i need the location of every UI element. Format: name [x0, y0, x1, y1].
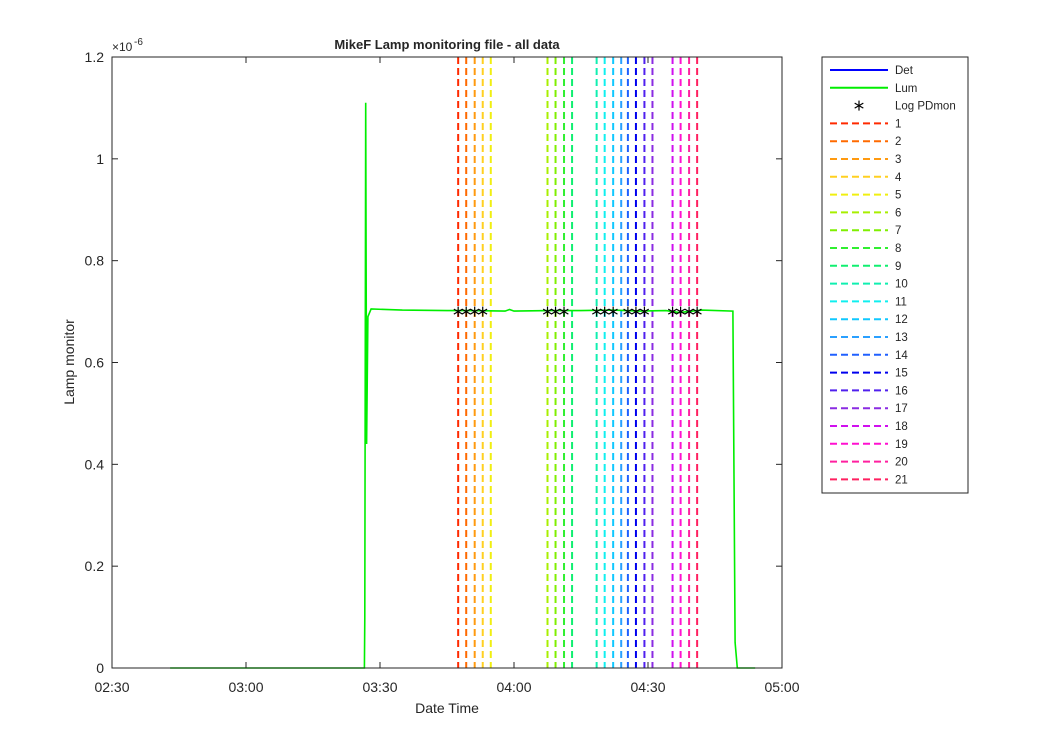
- y-tick-label: 1: [96, 151, 104, 167]
- legend-label: 15: [895, 368, 908, 380]
- legend-entry-7: 7: [830, 225, 901, 237]
- legend-entry-11: 11: [830, 296, 907, 308]
- y-axis-exponent: ×10 -6: [112, 37, 143, 54]
- legend-label: 5: [895, 190, 901, 202]
- y-tick-label: 0.4: [85, 456, 105, 472]
- legend-entry-2: 2: [830, 136, 901, 148]
- legend-entry-14: 14: [830, 350, 908, 362]
- legend-entry-log-pdmon: Log PDmon: [854, 100, 956, 113]
- legend-label: 17: [895, 403, 908, 415]
- legend-label: 20: [895, 457, 908, 469]
- pdmon-point: [623, 306, 633, 317]
- pdmon-point: [461, 306, 471, 317]
- log-pdmon-points: [453, 306, 702, 317]
- y-tick-label: 0.6: [85, 355, 105, 371]
- y-axis-ticks: 0 0.2 0.4 0.6 0.8 1 1.2: [85, 49, 782, 676]
- pdmon-point: [470, 306, 480, 317]
- legend-label: 21: [895, 474, 908, 486]
- legend-label: 19: [895, 439, 908, 451]
- y-tick-label: 0.8: [85, 253, 105, 269]
- legend-entry-19: 19: [830, 439, 908, 451]
- legend-label: 2: [895, 136, 901, 148]
- legend-entry-18: 18: [830, 421, 908, 433]
- legend-entry-20: 20: [830, 457, 908, 469]
- legend-entry-3: 3: [830, 154, 901, 166]
- legend-label: 9: [895, 261, 901, 273]
- pdmon-point: [684, 306, 694, 317]
- y-tick-label: 0: [96, 660, 104, 676]
- legend-label: 13: [895, 332, 908, 344]
- legend-label: 1: [895, 118, 901, 130]
- pdmon-point: [608, 306, 618, 317]
- x-tick-label: 05:00: [764, 679, 799, 695]
- pdmon-point: [550, 306, 561, 317]
- legend-label: 4: [895, 172, 902, 184]
- pdmon-point: [542, 306, 553, 317]
- legend-entry-9: 9: [830, 261, 901, 273]
- x-axis-ticks: 02:30 03:00 03:30 04:00 04:30 05:00: [94, 57, 800, 695]
- legend-entry-6: 6: [830, 207, 901, 219]
- pdmon-point: [559, 306, 569, 317]
- pdmon-point: [600, 306, 610, 317]
- x-tick-label: 03:30: [362, 679, 397, 695]
- legend-label: 12: [895, 314, 908, 326]
- legend-label: 7: [895, 225, 901, 237]
- pdmon-point: [631, 306, 641, 317]
- y-tick-label: 0.2: [85, 558, 105, 574]
- y-exponent-power: -6: [134, 37, 143, 48]
- legend-label: Log PDmon: [895, 101, 956, 113]
- legend-entry-16: 16: [830, 385, 908, 397]
- y-tick-label: 1.2: [85, 49, 105, 65]
- pdmon-point: [453, 306, 463, 317]
- y-axis-label: Lamp monitor: [61, 319, 77, 405]
- legend-entry-21: 21: [830, 474, 908, 486]
- pdmon-point: [592, 306, 602, 317]
- legend-entry-5: 5: [830, 190, 901, 202]
- series-layer: [170, 102, 756, 669]
- series-line-lum: [170, 102, 756, 669]
- legend-entry-8: 8: [830, 243, 901, 255]
- legend-entry-17: 17: [830, 403, 908, 415]
- legend-label: 3: [895, 154, 901, 166]
- legend-entry-15: 15: [830, 368, 908, 380]
- legend-entry-det: Det: [830, 65, 914, 77]
- legend-entry-13: 13: [830, 332, 908, 344]
- x-tick-label: 03:00: [228, 679, 263, 695]
- x-tick-label: 02:30: [94, 679, 129, 695]
- legend-label: 16: [895, 385, 908, 397]
- plot-area: 02:30 03:00 03:30 04:00 04:30 05:00 0 0.2 0.4 0.…: [85, 49, 800, 695]
- pdmon-point: [478, 306, 488, 317]
- legend-entry-10: 10: [830, 279, 908, 291]
- pdmon-point: [675, 306, 686, 317]
- legend-entry-lum: Lum: [830, 83, 917, 95]
- vertical-marker-lines: [457, 57, 699, 668]
- legend-entry-1: 1: [830, 118, 901, 130]
- legend-label: Det: [895, 65, 914, 77]
- legend-label: 10: [895, 279, 908, 291]
- legend-entry-4: 4: [830, 172, 902, 184]
- pdmon-point: [639, 306, 650, 317]
- y-exponent-base: ×10: [112, 40, 133, 54]
- legend-label: Lum: [895, 83, 917, 95]
- chart-title: MikeF Lamp monitoring file - all data: [334, 37, 560, 52]
- legend-label: 11: [895, 296, 907, 308]
- x-tick-label: 04:30: [630, 679, 665, 695]
- legend-box: [821, 56, 969, 494]
- pdmon-point: [667, 306, 678, 317]
- pdmon-point: [692, 306, 702, 317]
- x-axis-label: Date Time: [415, 700, 479, 716]
- legend-label: 18: [895, 421, 908, 433]
- legend-entry-12: 12: [830, 314, 908, 326]
- legend-label: 6: [895, 207, 901, 219]
- legend-label: 14: [895, 350, 908, 362]
- legend-label: 8: [895, 243, 901, 255]
- legend-asterisk-icon: [854, 100, 864, 111]
- x-tick-label: 04:00: [496, 679, 531, 695]
